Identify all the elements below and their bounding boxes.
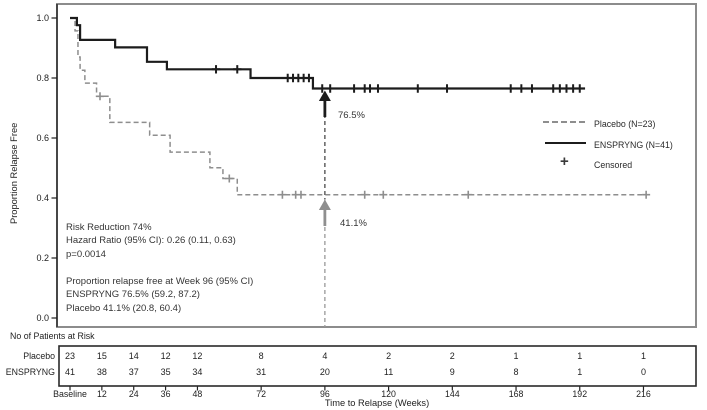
risk-value-placebo: 1 [641,351,646,361]
x-tick-label: 24 [129,389,139,399]
risk-value-placebo: 12 [192,351,202,361]
risk-value-enspryng: 0 [641,367,646,377]
week96-header-text: Proportion relapse free at Week 96 (95% … [66,276,254,287]
x-tick-label: 168 [509,389,524,399]
x-tick-label: Baseline [53,389,87,399]
risk-table-frame [58,345,697,387]
enspryng-line-sample-icon [545,142,586,144]
y-tick-label: 0.4 [36,193,49,203]
censor-marks [96,92,651,199]
x-tick-label: 216 [636,389,651,399]
y-axis-title: Proportion Relapse Free [9,122,19,224]
risk-value-enspryng: 31 [256,367,266,377]
x-tick-label: 96 [320,389,330,399]
risk-value-placebo: 4 [322,351,327,361]
y-tick-label: 1.0 [36,13,49,23]
risk-row-label-placebo: Placebo [23,351,55,361]
x-axis-title: Time to Relapse (Weeks) [324,398,430,408]
x-tick-label: 120 [381,389,396,399]
risk-value-placebo: 1 [514,351,519,361]
legend-item-enspryng: ENSPRYNG (N=41) [594,140,673,150]
hazard-ratio-text: Hazard Ratio (95% CI): 0.26 (0.11, 0.63) [66,235,236,247]
x-tick-label: 192 [572,389,587,399]
legend-item-censored: Censored [594,160,633,170]
risk-value-placebo: 2 [450,351,455,361]
risk-value-placebo: 23 [65,351,75,361]
risk-value-enspryng: 38 [97,367,107,377]
placebo-line-sample-icon [543,121,585,123]
curve-placebo [70,17,649,196]
censored-plus-icon: + [560,153,569,170]
stats-annotation-block-1: Risk Reduction 74% Hazard Ratio (95% CI)… [66,221,236,261]
x-tick-label: 36 [161,389,171,399]
risk-value-placebo: 8 [259,351,264,361]
risk-value-enspryng: 11 [384,367,393,377]
censor-marks [211,65,584,93]
risk-value-placebo: 15 [97,351,107,361]
risk-value-placebo: 2 [386,351,391,361]
y-tick-label: 0.6 [36,133,49,143]
risk-value-enspryng: 37 [129,367,139,377]
y-tick-label: 0.2 [36,253,49,263]
risk-row-label-enspryng: ENSPRYNG [5,367,55,377]
risk-value-enspryng: 35 [161,367,171,377]
risk-value-enspryng: 34 [192,367,202,377]
risk-value-enspryng: 9 [450,367,455,377]
risk-value-enspryng: 41 [65,367,75,377]
placebo-week96-pct-label: 41.1% [340,218,367,229]
risk-value-enspryng: 20 [320,367,330,377]
y-tick-label: 0.0 [36,313,49,323]
week96-placebo-text: Placebo 41.1% (20.8, 60.4) [66,302,182,314]
x-tick-label: 48 [193,389,203,399]
stats-annotation-block-2: Proportion relapse free at Week 96 (95% … [66,275,253,315]
risk-value-placebo: 12 [161,351,171,361]
p-value-text: p=0.0014 [66,248,106,260]
risk-value-enspryng: 8 [514,367,519,377]
week96-arrow-enspryng [318,90,331,117]
week96-enspryng-text: ENSPRYNG 76.5% (59.2, 87.2) [66,289,200,301]
risk-reduction-text: Risk Reduction 74% [66,222,152,233]
x-tick-label: 144 [445,389,460,399]
risk-value-enspryng: 1 [577,367,582,377]
x-tick-label: 72 [256,389,266,399]
curve-enspryng [70,16,586,90]
week96-arrow-placebo [318,199,331,226]
risk-value-placebo: 1 [577,351,582,361]
enspryng-week96-pct-label: 76.5% [338,110,365,121]
risk-table-title: No of Patients at Risk [10,331,95,341]
x-tick-label: 12 [97,389,107,399]
legend-item-placebo: Placebo (N=23) [594,119,656,129]
y-tick-label: 0.8 [36,73,49,83]
risk-value-placebo: 14 [129,351,139,361]
